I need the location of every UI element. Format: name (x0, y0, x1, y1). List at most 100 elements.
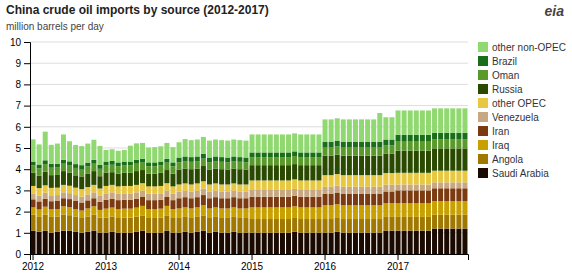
tick-label: 9 (15, 58, 21, 69)
bar (456, 215, 461, 229)
bar (213, 169, 218, 184)
legend-label: Iraq (492, 140, 509, 151)
bar (462, 215, 467, 229)
bar (79, 211, 84, 218)
bar (85, 232, 90, 254)
bar (91, 160, 96, 164)
bar (73, 145, 78, 164)
bar (116, 166, 121, 173)
bar (402, 173, 407, 185)
series (31, 133, 468, 169)
bar (177, 162, 182, 169)
bar (280, 233, 285, 254)
bar (97, 233, 102, 254)
bar (426, 190, 431, 203)
bar (213, 156, 218, 161)
bar (402, 190, 407, 203)
bar (250, 157, 255, 165)
bar (359, 194, 364, 206)
bar (262, 152, 267, 157)
bar (225, 158, 230, 163)
bar (49, 164, 54, 168)
bar (256, 219, 261, 233)
bar (183, 161, 188, 168)
bar (73, 175, 78, 187)
bar (323, 194, 328, 206)
bar (353, 219, 358, 233)
bar (146, 174, 151, 187)
bar (329, 142, 334, 148)
bar (128, 233, 133, 254)
bar (396, 173, 401, 185)
bar (91, 231, 96, 254)
bar (237, 184, 242, 191)
bar (110, 165, 115, 172)
bar (426, 231, 431, 254)
bar (371, 187, 376, 194)
bar (158, 233, 163, 254)
legend-swatch (478, 168, 488, 178)
bar (456, 201, 461, 215)
bar (329, 219, 334, 233)
bar (420, 173, 425, 185)
bar (329, 205, 334, 219)
bar (292, 179, 297, 189)
bar (408, 135, 413, 142)
bar (408, 110, 413, 134)
bar (97, 169, 102, 176)
bar (61, 160, 66, 164)
bar (292, 189, 297, 196)
bar (183, 217, 188, 232)
bar (207, 198, 212, 208)
legend-swatch (478, 56, 488, 66)
bar (274, 219, 279, 233)
bar (85, 144, 90, 163)
bar (371, 219, 376, 233)
legend-label: other OPEC (492, 98, 546, 109)
tick-mark (24, 106, 30, 107)
bar (213, 140, 218, 157)
bar (61, 231, 66, 254)
bar (408, 217, 413, 231)
bar (55, 175, 60, 188)
bar (389, 191, 394, 203)
bar (274, 207, 279, 219)
bar (371, 148, 376, 156)
bar (414, 231, 419, 254)
bar (140, 215, 145, 230)
bar (152, 209, 157, 218)
bar (280, 190, 285, 197)
bar (262, 197, 267, 208)
bar (31, 186, 36, 193)
bar (353, 233, 358, 254)
bar (73, 188, 78, 195)
bar (377, 156, 382, 176)
bar (122, 165, 127, 172)
bar (128, 218, 133, 233)
bar (134, 171, 139, 185)
bar (146, 194, 151, 200)
bar (274, 165, 279, 180)
bar (274, 157, 279, 165)
bar (170, 209, 175, 218)
bar (55, 168, 60, 175)
tick: 6 (15, 122, 30, 133)
bar (128, 209, 133, 218)
bar (353, 194, 358, 206)
bar (73, 195, 78, 201)
bar (304, 190, 309, 197)
tick-label: 6 (15, 122, 21, 133)
bar (426, 135, 431, 142)
bar (31, 165, 36, 172)
bar (450, 171, 455, 183)
bar (55, 195, 60, 201)
bar (286, 207, 291, 219)
bar (432, 229, 437, 254)
bar (274, 190, 279, 197)
bar (49, 201, 54, 209)
bar (91, 185, 96, 192)
bar (37, 188, 42, 195)
bar (128, 146, 133, 162)
tick-label: 3 (15, 185, 21, 196)
bar (298, 207, 303, 219)
